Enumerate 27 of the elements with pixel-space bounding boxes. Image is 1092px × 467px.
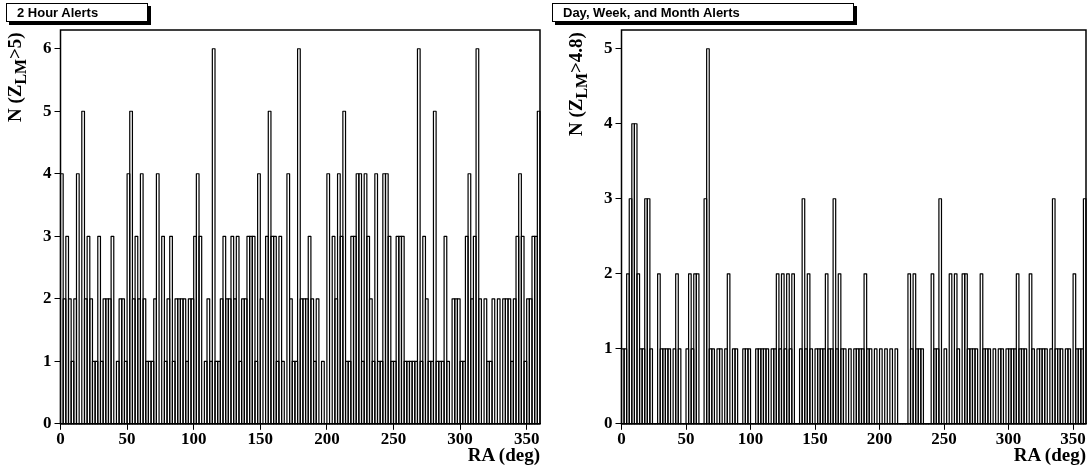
x-tick-label: 150 <box>802 429 828 449</box>
x-tick-label: 100 <box>180 429 207 449</box>
x-tick-label: 200 <box>866 429 893 449</box>
y-tick-label: 3 <box>604 188 613 208</box>
y-tick-label: 0 <box>604 413 613 433</box>
x-tick-label: 50 <box>677 429 695 449</box>
chart-title: Day, Week, and Month Alerts <box>552 3 854 22</box>
chart-title: 2 Hour Alerts <box>6 3 148 22</box>
x-tick-label: 250 <box>931 429 957 449</box>
y-tick-label: 1 <box>43 350 52 370</box>
y-tick-label: 2 <box>43 288 52 308</box>
x-tick-label: 200 <box>314 429 340 449</box>
x-tick-label: 150 <box>247 429 274 449</box>
y-tick-label: 0 <box>43 413 52 433</box>
x-tick-label: 250 <box>380 429 407 449</box>
x-tick-label: 0 <box>56 429 65 449</box>
y-tick-label: 6 <box>43 38 52 58</box>
y-tick-label: 3 <box>43 225 52 245</box>
y-tick-label: 5 <box>43 100 52 120</box>
y-tick-label: 5 <box>604 38 613 58</box>
x-tick-label: 50 <box>118 429 136 449</box>
y-tick-label: 4 <box>43 163 52 183</box>
y-tick-label: 4 <box>604 113 613 133</box>
y-tick-label: 1 <box>604 338 613 358</box>
x-tick-label: 0 <box>617 429 626 449</box>
y-tick-label: 2 <box>604 263 613 283</box>
x-tick-label: 100 <box>737 429 764 449</box>
